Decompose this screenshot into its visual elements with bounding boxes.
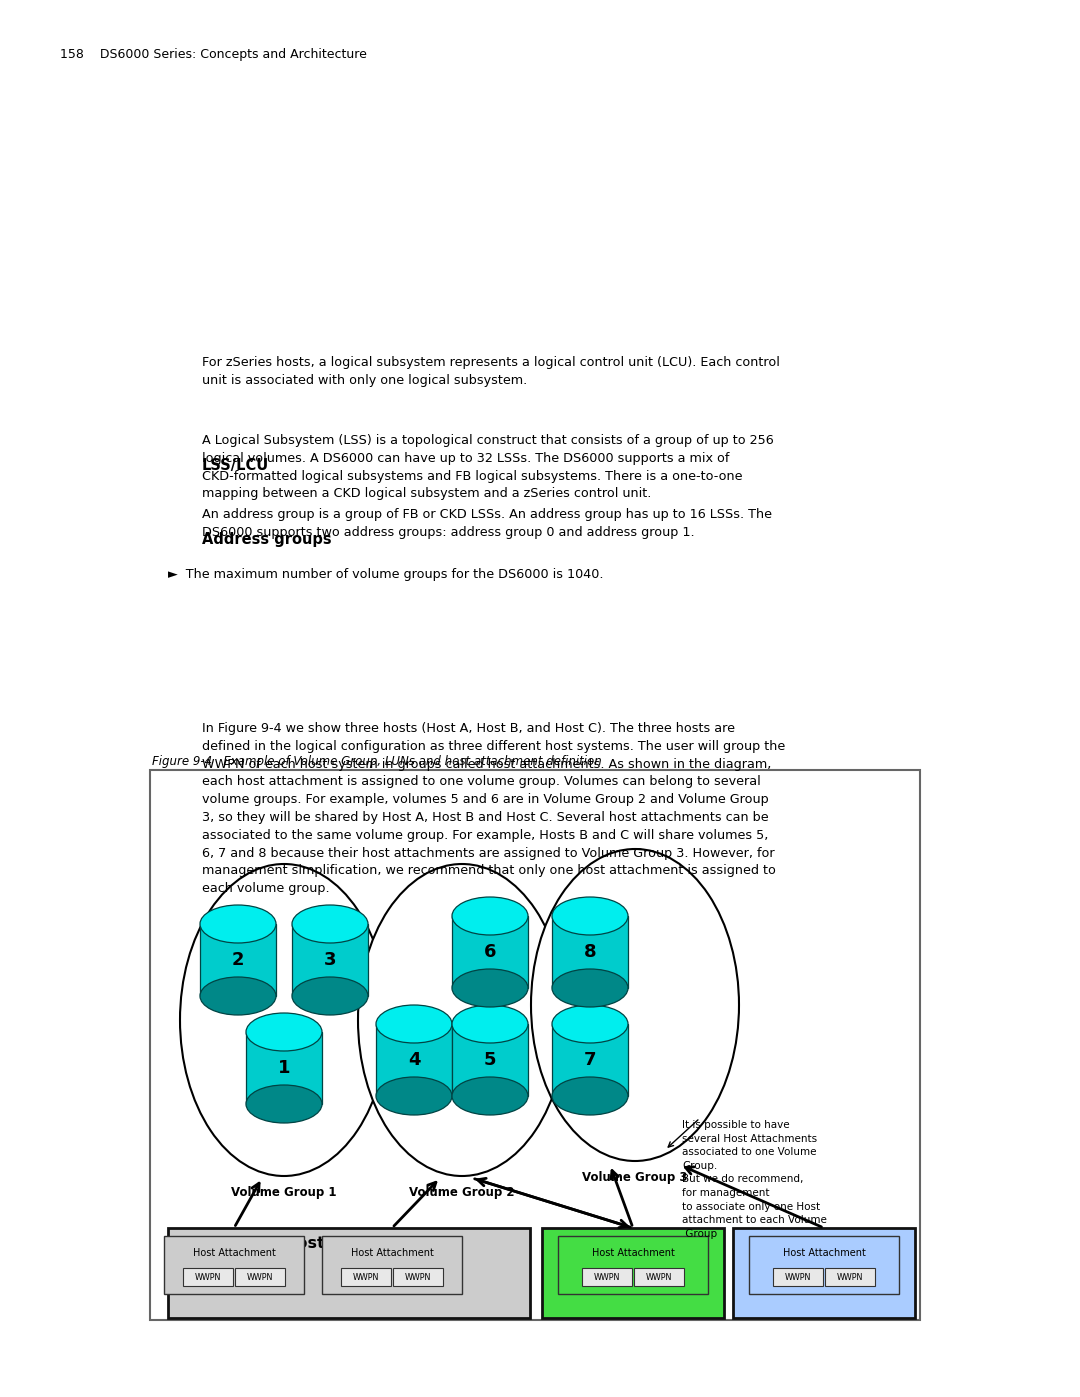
Ellipse shape [552, 897, 627, 935]
FancyBboxPatch shape [825, 1268, 875, 1287]
Text: Host System A: Host System A [283, 1236, 415, 1250]
Text: WWPN: WWPN [353, 1273, 379, 1281]
Ellipse shape [552, 1004, 627, 1044]
Text: A Logical Subsystem (LSS) is a topological construct that consists of a group of: A Logical Subsystem (LSS) is a topologic… [202, 434, 773, 500]
Text: 158    DS6000 Series: Concepts and Architecture: 158 DS6000 Series: Concepts and Architec… [60, 47, 367, 61]
Text: Host Attachment: Host Attachment [592, 1248, 674, 1259]
FancyBboxPatch shape [376, 1024, 453, 1097]
Text: Figure 9-4   Example of Volume Group, LUNs and host attachment definition: Figure 9-4 Example of Volume Group, LUNs… [152, 754, 602, 768]
Ellipse shape [531, 849, 739, 1161]
Text: For zSeries hosts, a logical subsystem represents a logical control unit (LCU). : For zSeries hosts, a logical subsystem r… [202, 356, 780, 387]
Ellipse shape [180, 863, 388, 1176]
Text: WWPN: WWPN [405, 1273, 431, 1281]
Text: 8: 8 [583, 943, 596, 961]
Text: 5: 5 [484, 1051, 496, 1069]
FancyBboxPatch shape [558, 1236, 708, 1294]
Text: Volume Group 2: Volume Group 2 [409, 1186, 515, 1199]
FancyBboxPatch shape [246, 1032, 322, 1104]
FancyBboxPatch shape [773, 1268, 823, 1287]
Text: WWPN: WWPN [837, 1273, 863, 1281]
Text: 2: 2 [232, 951, 244, 970]
Text: 4: 4 [408, 1051, 420, 1069]
Text: WWPN: WWPN [594, 1273, 620, 1281]
Text: WWPN: WWPN [247, 1273, 273, 1281]
Text: WWPN: WWPN [646, 1273, 672, 1281]
FancyBboxPatch shape [453, 1024, 528, 1097]
Text: Volume Group 3: Volume Group 3 [582, 1171, 688, 1185]
FancyBboxPatch shape [150, 770, 920, 1320]
FancyBboxPatch shape [552, 916, 627, 988]
Ellipse shape [453, 1004, 528, 1044]
Ellipse shape [453, 1077, 528, 1115]
Text: ►  The maximum number of volume groups for the DS6000 is 1040.: ► The maximum number of volume groups fo… [168, 569, 604, 581]
Ellipse shape [376, 1004, 453, 1044]
FancyBboxPatch shape [542, 1228, 724, 1317]
Text: 1: 1 [278, 1059, 291, 1077]
Ellipse shape [200, 905, 276, 943]
Text: Host Attachment: Host Attachment [192, 1248, 275, 1259]
FancyBboxPatch shape [733, 1228, 915, 1317]
FancyBboxPatch shape [341, 1268, 391, 1287]
Ellipse shape [552, 970, 627, 1007]
FancyBboxPatch shape [634, 1268, 684, 1287]
Ellipse shape [246, 1013, 322, 1051]
Ellipse shape [453, 970, 528, 1007]
Ellipse shape [292, 977, 368, 1016]
Text: Host Attachment: Host Attachment [351, 1248, 433, 1259]
Text: 3: 3 [324, 951, 336, 970]
FancyBboxPatch shape [183, 1268, 233, 1287]
Text: WWPN: WWPN [194, 1273, 221, 1281]
FancyBboxPatch shape [164, 1236, 303, 1294]
FancyBboxPatch shape [200, 923, 276, 996]
Ellipse shape [357, 863, 566, 1176]
Ellipse shape [292, 905, 368, 943]
Ellipse shape [453, 897, 528, 935]
Text: Address groups: Address groups [202, 532, 332, 548]
Text: In Figure 9-4 we show three hosts (Host A, Host B, and Host C). The three hosts : In Figure 9-4 we show three hosts (Host … [202, 722, 785, 895]
Ellipse shape [552, 1077, 627, 1115]
Ellipse shape [246, 1085, 322, 1123]
FancyBboxPatch shape [393, 1268, 443, 1287]
Text: An address group is a group of FB or CKD LSSs. An address group has up to 16 LSS: An address group is a group of FB or CKD… [202, 509, 772, 539]
Text: Host System B: Host System B [567, 1236, 699, 1250]
Text: Host System C: Host System C [758, 1236, 890, 1250]
Text: It is possible to have
several Host Attachments
associated to one Volume
Group.
: It is possible to have several Host Atta… [681, 1120, 827, 1239]
FancyBboxPatch shape [750, 1236, 899, 1294]
Ellipse shape [376, 1077, 453, 1115]
Text: 7: 7 [584, 1051, 596, 1069]
Text: Host Attachment: Host Attachment [783, 1248, 865, 1259]
Text: WWPN: WWPN [785, 1273, 811, 1281]
FancyBboxPatch shape [292, 923, 368, 996]
Text: LSS/LCU: LSS/LCU [202, 458, 269, 474]
FancyBboxPatch shape [322, 1236, 462, 1294]
FancyBboxPatch shape [235, 1268, 285, 1287]
FancyBboxPatch shape [168, 1228, 530, 1317]
Ellipse shape [200, 977, 276, 1016]
FancyBboxPatch shape [582, 1268, 632, 1287]
Text: 6: 6 [484, 943, 496, 961]
FancyBboxPatch shape [552, 1024, 627, 1097]
FancyBboxPatch shape [453, 916, 528, 988]
Text: Volume Group 1: Volume Group 1 [231, 1186, 337, 1199]
